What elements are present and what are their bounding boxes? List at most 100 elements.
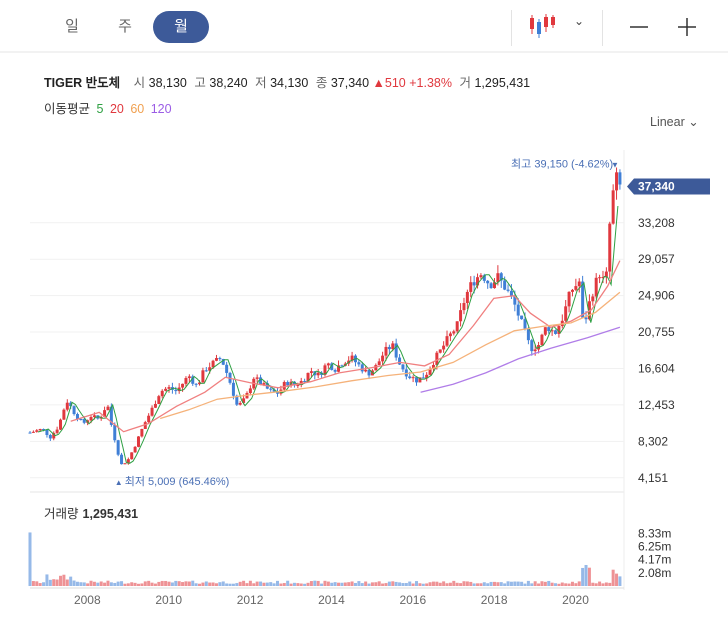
candle-body: [503, 280, 507, 290]
candle-body: [120, 454, 124, 465]
volume-bar: [255, 581, 259, 586]
candle-body: [147, 415, 151, 423]
volume-bar: [265, 582, 269, 586]
volume-bar: [96, 582, 100, 586]
candle-body: [357, 362, 361, 365]
volume-bar: [113, 582, 117, 586]
tab-day[interactable]: 일: [65, 18, 79, 35]
ma-5-label[interactable]: 5: [96, 102, 104, 116]
volume-bar: [330, 582, 334, 586]
volume-bar: [248, 580, 252, 586]
minus-icon[interactable]: [624, 12, 654, 42]
y-tick-label: 24,906: [638, 289, 675, 303]
volume-bar: [547, 580, 551, 586]
volume-bar: [72, 580, 76, 586]
candle-body: [133, 446, 137, 453]
volume-bar: [306, 582, 310, 586]
period-toolbar: 일 주 월 ⌄: [0, 0, 728, 52]
volume-bar: [228, 583, 232, 586]
ma-20-label[interactable]: 20: [109, 102, 124, 116]
candle-body: [584, 317, 588, 320]
candle-body: [72, 406, 76, 415]
volume-bar: [459, 583, 463, 586]
candle-body: [608, 223, 612, 272]
candle-body: [184, 378, 188, 384]
volume-tick-label: 8.33m: [638, 527, 671, 541]
volume-bar: [492, 581, 496, 586]
volume-bar: [333, 582, 337, 586]
volume-bar: [587, 567, 591, 586]
volume-bar: [204, 581, 208, 586]
candle-body: [442, 345, 446, 350]
volume-bar: [86, 583, 90, 586]
volume-bar: [499, 582, 503, 586]
plus-icon[interactable]: [672, 12, 702, 42]
candlestick-icon[interactable]: [528, 12, 558, 38]
volume-bar: [513, 581, 517, 586]
volume-bar: [133, 582, 137, 586]
candle-body: [160, 390, 164, 397]
volume-bar: [235, 583, 239, 586]
volume-bar: [299, 583, 303, 586]
volume-bar: [276, 580, 279, 586]
candle-body: [398, 357, 402, 365]
volume-bar: [425, 583, 429, 586]
candle-body: [62, 409, 66, 420]
volume-bar: [506, 581, 510, 586]
volume-bar: [476, 583, 480, 586]
candle-body: [391, 343, 395, 350]
candle-body: [570, 289, 574, 292]
open-label: 시: [133, 76, 146, 90]
volume-bar: [570, 581, 574, 586]
candle-body: [482, 275, 486, 281]
chevron-down-icon: ⌄: [688, 115, 699, 129]
volume-bar: [581, 567, 585, 586]
volume-bar: [231, 583, 235, 586]
volume-bar: [377, 581, 381, 586]
ma-60-label[interactable]: 60: [130, 102, 145, 116]
ma-20-line: [70, 260, 621, 433]
tab-week[interactable]: 주: [118, 18, 132, 35]
open-value: 38,130: [148, 76, 187, 90]
toolbar-divider: [602, 10, 603, 46]
volume-bar: [404, 583, 408, 586]
volume-bar: [503, 583, 507, 586]
volume-bar: [438, 582, 442, 586]
ma-60-line: [160, 291, 621, 420]
candle-body: [472, 282, 476, 286]
volume-bar: [408, 581, 412, 586]
volume-bar: [608, 582, 612, 586]
volume-bar: [357, 581, 361, 586]
volume-bar: [181, 582, 185, 586]
candle-body: [499, 273, 503, 281]
candle-body: [174, 389, 178, 392]
candle-body: [113, 424, 117, 441]
candle-body: [581, 281, 585, 318]
candle-body: [452, 331, 456, 334]
candle-body: [262, 383, 266, 385]
volume-bar: [201, 582, 205, 586]
volume-bar: [28, 532, 32, 586]
candle-body: [48, 434, 52, 439]
y-tick-label: 12,453: [638, 398, 675, 412]
candle-body: [164, 388, 168, 391]
toolbar-divider: [511, 10, 512, 46]
chevron-down-icon[interactable]: ⌄: [574, 14, 585, 28]
y-tick-label: 29,057: [638, 252, 675, 266]
ticker-name: TIGER 반도체: [44, 76, 121, 90]
candle-body: [448, 333, 452, 337]
tab-month[interactable]: 월: [153, 11, 209, 43]
y-tick-label: 16,604: [638, 361, 675, 375]
scale-toggle[interactable]: Linear ⌄: [650, 114, 699, 129]
candle-body: [394, 343, 398, 358]
candle-body: [38, 428, 42, 431]
volume-bar: [347, 582, 351, 586]
candle-body: [259, 377, 263, 385]
ma-120-label[interactable]: 120: [150, 102, 172, 116]
candle-body: [136, 436, 140, 447]
ma-legend-title: 이동평균: [44, 102, 91, 116]
candle-body: [377, 361, 381, 366]
volume-bar: [282, 583, 286, 586]
volume-bar: [526, 580, 530, 586]
